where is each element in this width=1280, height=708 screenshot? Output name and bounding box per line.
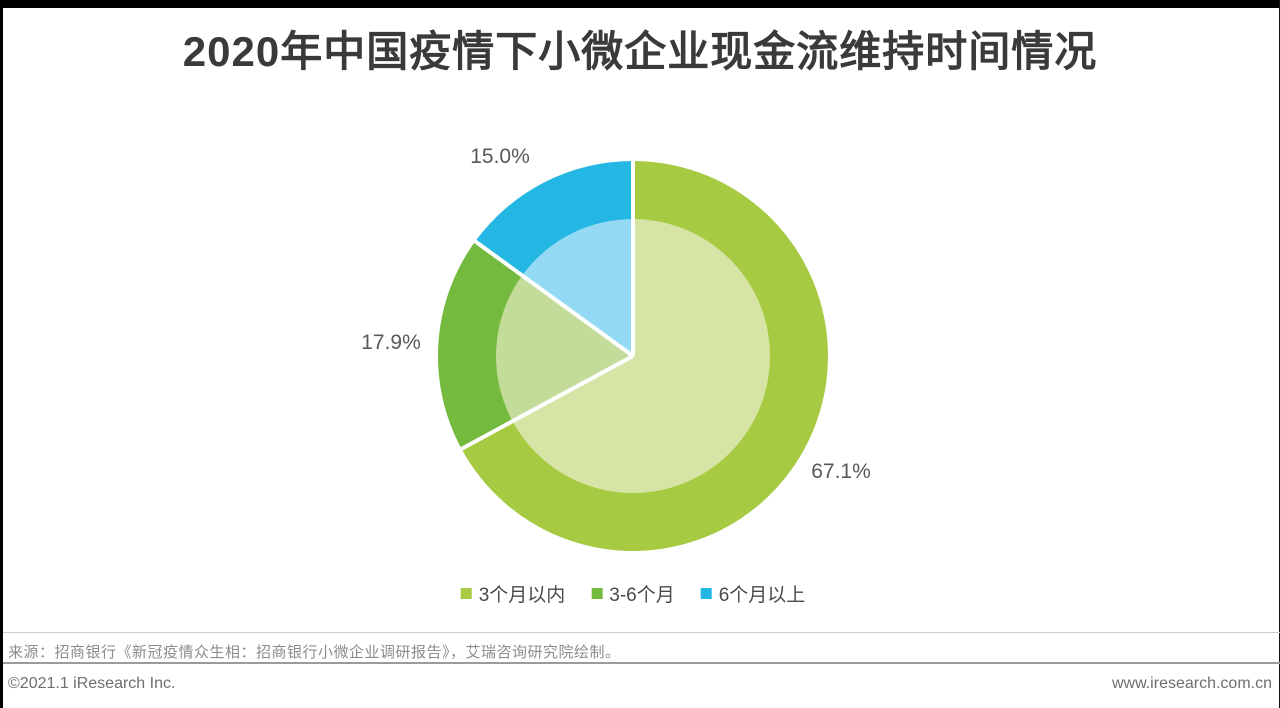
footer: ©2021.1 iResearch Inc. www.iresearch.com… <box>8 675 1272 693</box>
top-border-bar <box>0 0 1280 8</box>
chart-title: 2020年中国疫情下小微企业现金流维持时间情况 <box>182 28 1098 75</box>
legend-label: 3个月以内 <box>478 585 566 606</box>
legend: 3个月以内 3-6个月 6个月以上 <box>460 580 806 607</box>
legend-item-over-6-months: 6个月以上 <box>700 580 806 607</box>
slice-value-label-17-9: 17.9% <box>361 331 421 354</box>
pie-chart <box>437 161 828 551</box>
copyright-text: ©2021.1 iResearch Inc. <box>8 675 176 692</box>
legend-label: 6个月以上 <box>718 585 806 606</box>
legend-swatch-mid-green <box>591 588 603 599</box>
website-text: www.iresearch.com.cn <box>1111 675 1272 692</box>
divider-dark <box>3 662 1280 664</box>
legend-swatch-green <box>460 588 472 599</box>
slice-value-label-67-1: 67.1% <box>811 460 871 483</box>
left-border-bar <box>0 0 3 708</box>
legend-label: 3-6个月 <box>609 585 675 606</box>
legend-swatch-blue <box>700 588 712 599</box>
slice-value-label-15-0: 15.0% <box>470 145 530 168</box>
legend-item-3-6-months: 3-6个月 <box>591 580 675 607</box>
legend-item-under-3-months: 3个月以内 <box>460 580 566 607</box>
source-note: 来源：招商银行《新冠疫情众生相：招商银行小微企业调研报告》，艾瑞咨询研究院绘制。 <box>8 644 621 661</box>
divider-light <box>3 632 1280 633</box>
